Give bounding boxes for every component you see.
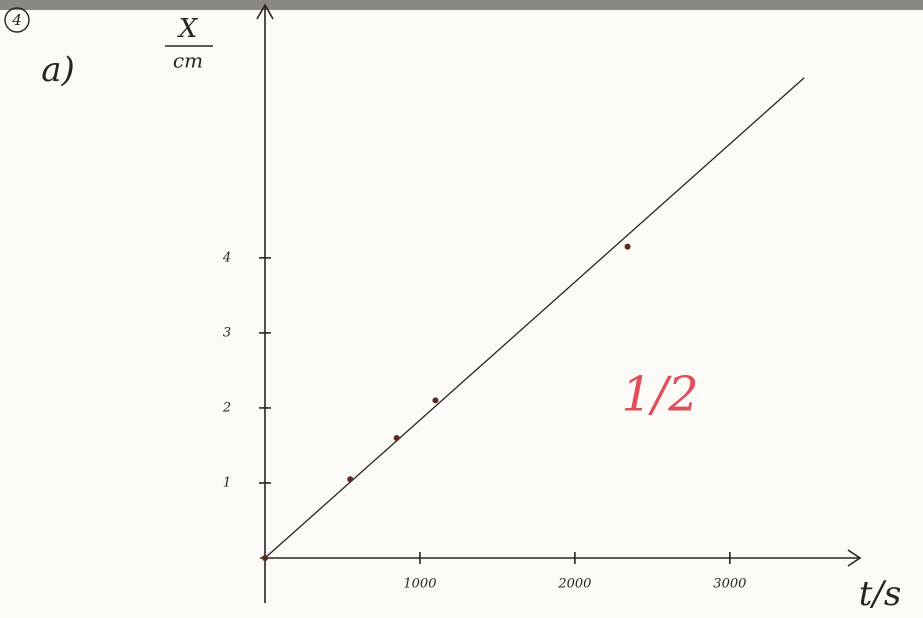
data-point xyxy=(262,555,268,561)
data-point xyxy=(347,476,353,482)
data-point xyxy=(625,244,631,250)
x-tick-label: 2000 xyxy=(557,577,591,592)
x-tick-label: 1000 xyxy=(403,577,436,592)
y-tick-label: 4 xyxy=(222,250,231,265)
y-label-top: X xyxy=(177,14,199,44)
y-tick-label: 1 xyxy=(223,475,231,490)
x-tick-label: 3000 xyxy=(713,577,746,592)
y-tick-label: 2 xyxy=(222,400,231,415)
y-tick-label: 3 xyxy=(223,325,231,340)
x-label: t/s xyxy=(859,574,902,614)
problem-number: 4 xyxy=(11,11,22,29)
chart: 4 a) X cm t/s 1000 2000 3000 1 2 3 4 1/2 xyxy=(0,0,923,618)
data-point xyxy=(432,397,438,403)
grade-annotation: 1/2 xyxy=(621,367,698,423)
part-label: a) xyxy=(41,50,75,90)
fit-line xyxy=(265,78,804,558)
scan-edge xyxy=(0,0,923,10)
y-label-bottom: cm xyxy=(173,49,203,73)
page: {"chart_data": {"type": "scatter", "prob… xyxy=(0,0,923,618)
data-point xyxy=(394,435,400,441)
